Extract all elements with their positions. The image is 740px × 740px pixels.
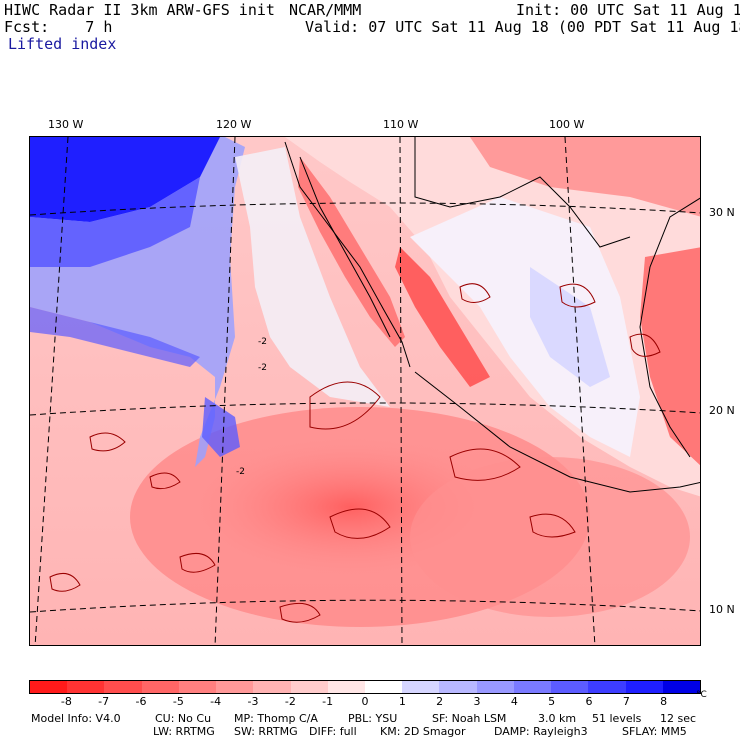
footer-mp: MP: Thomp C/A <box>234 712 318 725</box>
lat-label-20n: 20 N <box>709 404 735 417</box>
colorbar-tick-label: -4 <box>210 695 222 708</box>
colorbar-cell <box>30 681 68 693</box>
colorbar-tick-label: -5 <box>172 695 184 708</box>
colorbar-cell <box>141 681 179 693</box>
colorbar-tick-label: 1 <box>398 695 406 708</box>
footer-resolution: 3.0 km <box>538 712 577 725</box>
colorbar-tick-label: -7 <box>98 695 110 708</box>
model-title: HIWC Radar II 3km ARW-GFS init <box>4 1 275 19</box>
footer-levels: 51 levels <box>592 712 642 725</box>
coastline-west <box>284 141 411 368</box>
footer-damp: DAMP: Rayleigh3 <box>494 725 588 738</box>
forecast-hour: Fcst: 7 h <box>4 18 113 36</box>
contour-lines <box>49 283 661 623</box>
colorbar-cell <box>625 681 663 693</box>
colorbar-cell <box>364 681 403 693</box>
colorbar-cell <box>104 681 142 693</box>
colorbar-tick-label: 3 <box>473 695 481 708</box>
coastline-south <box>414 371 700 493</box>
footer-sw: SW: RRTMG <box>234 725 298 738</box>
graticule <box>30 137 700 645</box>
colorbar-cell <box>178 681 217 693</box>
colorbar-tick-label: 2 <box>436 695 444 708</box>
init-time: Init: 00 UTC Sat 11 Aug 18 <box>516 1 740 19</box>
colorbar-unit: °C <box>696 690 707 700</box>
valid-time: Valid: 07 UTC Sat 11 Aug 18 (00 PDT Sat … <box>305 18 740 36</box>
lifted-index-map: -2 -2 -2 <box>29 136 701 646</box>
mexican-plateau <box>410 197 640 457</box>
colorbar-cell <box>439 681 477 693</box>
field-name: Lifted index <box>8 35 117 53</box>
lon-label-100w: 100 W <box>549 118 585 131</box>
colorbar-cell <box>551 681 589 693</box>
colorbar-tick-label: 6 <box>585 695 593 708</box>
colorbar-tick-label: 8 <box>660 695 668 708</box>
footer-timestep: 12 sec <box>660 712 697 725</box>
contour-label: -2 <box>258 363 267 373</box>
lon-label-110w: 110 W <box>383 118 419 131</box>
colorbar-tick-label: 5 <box>548 695 556 708</box>
colorbar-tick-label: -6 <box>135 695 147 708</box>
lon-label-120w: 120 W <box>216 118 252 131</box>
colorbar <box>29 680 701 694</box>
colorbar-tick-label: -3 <box>247 695 259 708</box>
lon-label-130w: 130 W <box>48 118 84 131</box>
colorbar-cell <box>662 681 700 693</box>
footer-sflay: SFLAY: MM5 <box>622 725 687 738</box>
footer-sf: SF: Noah LSM <box>432 712 507 725</box>
footer-model-info: Model Info: V4.0 <box>31 712 121 725</box>
colorbar-tick-label: 0 <box>361 695 369 708</box>
colorbar-tick-label: 7 <box>622 695 630 708</box>
colorbar-tick-label: 4 <box>510 695 518 708</box>
footer-pbl: PBL: YSU <box>348 712 398 725</box>
border-us-mexico <box>414 137 631 248</box>
contour-label: -2 <box>236 467 245 477</box>
colorbar-tick-label: -1 <box>322 695 334 708</box>
colorbar-cell <box>513 681 552 693</box>
colorbar-cell <box>253 681 291 693</box>
colorbar-cell <box>290 681 328 693</box>
colorbar-cell <box>67 681 105 693</box>
colorbar-cell <box>327 681 365 693</box>
stable-core <box>30 137 220 222</box>
footer-lw: LW: RRTMG <box>153 725 215 738</box>
colorbar-tick-label: -2 <box>284 695 296 708</box>
colorbar-cell <box>216 681 254 693</box>
contour-label: -2 <box>258 337 267 347</box>
footer-cu: CU: No Cu <box>155 712 212 725</box>
lat-label-30n: 30 N <box>709 206 735 219</box>
colorbar-tick-label: -8 <box>60 695 72 708</box>
footer-diff: DIFF: full <box>309 725 357 738</box>
org-label: NCAR/MMM <box>289 1 362 19</box>
lat-label-10n: 10 N <box>709 603 735 616</box>
colorbar-cell <box>476 681 514 693</box>
colorbar-cell <box>588 681 626 693</box>
footer-km: KM: 2D Smagor <box>380 725 466 738</box>
coastline-gulf <box>639 197 700 458</box>
colorbar-cell <box>402 681 440 693</box>
